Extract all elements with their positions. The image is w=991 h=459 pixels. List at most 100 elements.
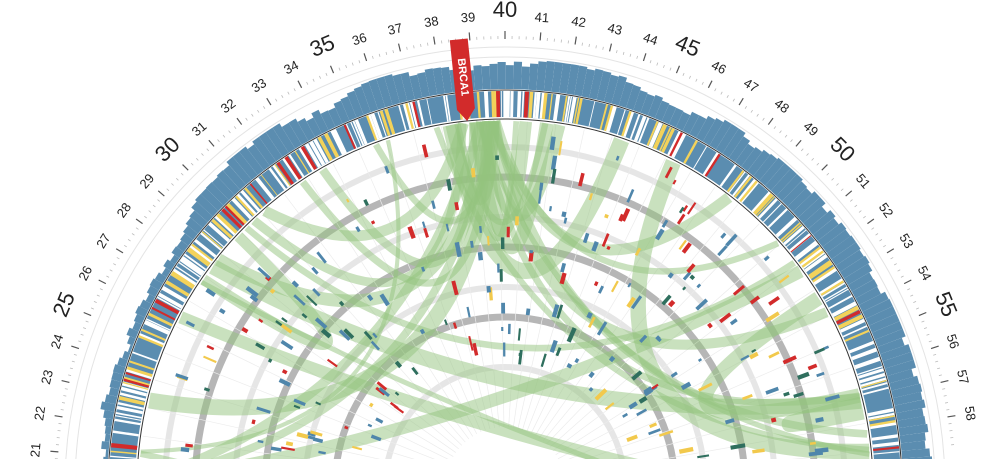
tick-mark: [602, 46, 604, 50]
band-segment: [812, 266, 836, 284]
tile: [466, 306, 471, 318]
histogram-bar: [104, 433, 111, 442]
histogram-bar: [497, 61, 506, 90]
band-segment: [496, 91, 501, 118]
scale-label: 53: [896, 231, 916, 251]
tile: [559, 272, 567, 285]
tick-mark: [636, 55, 638, 59]
band-segment: [813, 268, 837, 285]
tile: [307, 435, 316, 440]
tile: [638, 395, 648, 404]
band-segment: [824, 286, 848, 301]
tick-mark: [82, 327, 87, 330]
tick-mark: [392, 50, 394, 54]
tick-mark: [60, 409, 64, 411]
tick-mark: [287, 91, 290, 95]
tile: [724, 418, 735, 425]
tick-mark: [845, 190, 853, 197]
scale-label: 35: [306, 29, 338, 61]
band-segment: [673, 134, 687, 158]
histogram-bar: [654, 100, 670, 122]
tile: [503, 342, 506, 357]
histogram-bar: [817, 222, 847, 247]
tick-mark: [115, 248, 124, 254]
histogram-bar: [611, 75, 627, 106]
scale-label: 33: [249, 75, 269, 95]
band-segment: [240, 190, 261, 212]
tile: [763, 255, 770, 262]
scale-label: 44: [641, 30, 659, 49]
histogram-bar: [759, 157, 785, 186]
tile: [594, 388, 608, 401]
band-segment: [606, 106, 617, 133]
band-segment: [753, 193, 774, 216]
tile: [378, 387, 390, 398]
scale-label: 47: [741, 75, 761, 95]
tick-mark: [886, 248, 895, 254]
band-segment: [859, 372, 886, 384]
tick-mark: [351, 62, 354, 66]
band-segment: [873, 451, 900, 455]
band-segment: [119, 392, 146, 401]
histogram-bar: [161, 267, 171, 278]
tile: [555, 347, 562, 357]
tile: [686, 263, 696, 274]
tile: [618, 213, 625, 222]
band-segment: [235, 195, 255, 217]
histogram-bar: [392, 73, 408, 104]
histogram-bar: [536, 61, 547, 91]
histogram-bar: [843, 263, 873, 285]
histogram-bar: [288, 118, 309, 145]
band-segment: [145, 319, 170, 333]
histogram-bar: [709, 119, 732, 150]
scale-label: 22: [31, 405, 48, 422]
band-segment: [379, 110, 391, 137]
band-segment: [521, 91, 525, 118]
band-segment: [781, 224, 803, 243]
tick-mark: [182, 164, 189, 171]
histogram-bar: [360, 81, 379, 113]
band-segment: [443, 95, 449, 122]
tile: [407, 226, 416, 240]
tile: [518, 349, 523, 365]
band-segment: [820, 280, 845, 296]
tile: [394, 360, 403, 369]
tile: [578, 172, 585, 187]
tile: [816, 371, 825, 378]
tile: [370, 434, 382, 442]
tile: [301, 312, 308, 319]
histogram-bar: [139, 299, 152, 311]
tick-mark: [918, 311, 927, 317]
tile: [311, 266, 319, 275]
band-segment: [693, 145, 708, 169]
histogram-bar: [847, 272, 874, 292]
tile: [393, 405, 405, 414]
histogram-bar: [702, 117, 724, 146]
tile: [630, 295, 643, 310]
band-segment: [115, 415, 142, 421]
band-segment: [276, 161, 294, 185]
tile: [639, 334, 648, 344]
scale-label: 43: [606, 20, 624, 38]
track-circle: [333, 313, 677, 459]
tile: [591, 241, 599, 252]
band-segment: [343, 124, 357, 150]
tick-mark: [358, 60, 361, 64]
tile: [695, 298, 709, 311]
histogram-bar: [252, 136, 277, 166]
tile: [421, 144, 429, 158]
band-segment: [214, 214, 237, 236]
tick-mark: [915, 307, 920, 310]
histogram-bar: [551, 61, 564, 93]
tile: [558, 140, 563, 156]
tick-mark: [656, 62, 659, 66]
guide-circle: [75, 56, 935, 459]
tick-mark: [135, 227, 139, 230]
tile: [175, 373, 189, 381]
tile: [749, 351, 759, 360]
band-segment: [719, 164, 737, 187]
tile: [355, 226, 361, 233]
tile: [689, 274, 696, 281]
histogram-bar: [170, 254, 180, 265]
